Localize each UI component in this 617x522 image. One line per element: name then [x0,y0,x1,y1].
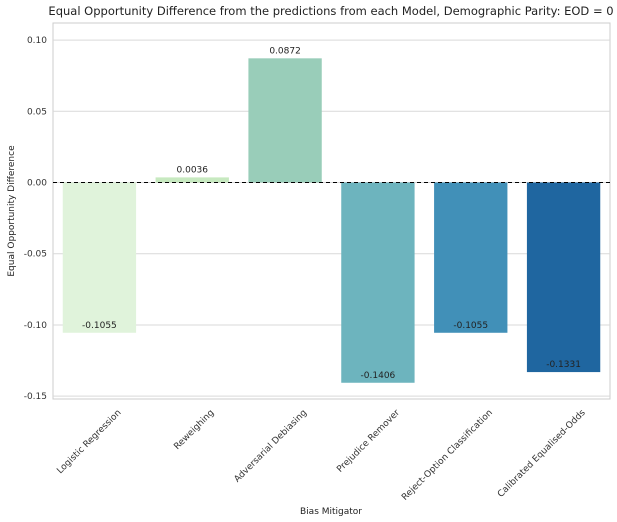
plot-area [52,22,611,400]
bars [62,58,601,383]
y-tick-label: 0.10 [27,36,47,46]
bar [434,182,508,333]
y-tick-label: -0.10 [24,321,48,331]
x-axis-label: Bias Mitigator [300,507,362,517]
bar [248,58,322,183]
y-tick-label: -0.15 [24,392,47,402]
y-tick-label: 0.05 [27,107,47,117]
y-tick-label: -0.05 [24,250,47,260]
data-label: -0.1406 [361,371,396,381]
bar [62,182,137,333]
y-axis-label: Equal Opportunity Difference [7,145,17,277]
x-tick-label: Logistic Regression [55,408,123,476]
y-axis-ticks: 0.10 0.05 0.00 -0.05 -0.10 -0.15 [24,36,48,402]
data-label: 0.0036 [177,165,209,175]
y-tick-label: 0.00 [27,179,47,189]
data-label: 0.0872 [269,46,301,56]
data-label: -0.1331 [546,360,581,370]
x-tick-label: Adversarial Debiasing [233,408,310,485]
bar [526,182,601,373]
data-labels: -0.1055 0.0036 0.0872 -0.1406 -0.1055 -0.1331 [82,46,581,380]
chart-title: Equal Opportunity Difference from the pr… [48,4,613,18]
data-label: -0.1055 [82,321,117,331]
x-tick-label: Reject-Option Classification [400,408,495,503]
x-axis-ticks: Logistic Regression Reweighing Adversarial… [55,408,588,503]
bar [155,177,229,183]
x-tick-label: Calibrated Equalised-Odds [496,408,588,500]
x-tick-label: Prejudice Remover [335,408,402,475]
x-tick-label: Reweighing [172,408,216,452]
bar [341,182,415,383]
data-label: -0.1055 [453,321,488,331]
